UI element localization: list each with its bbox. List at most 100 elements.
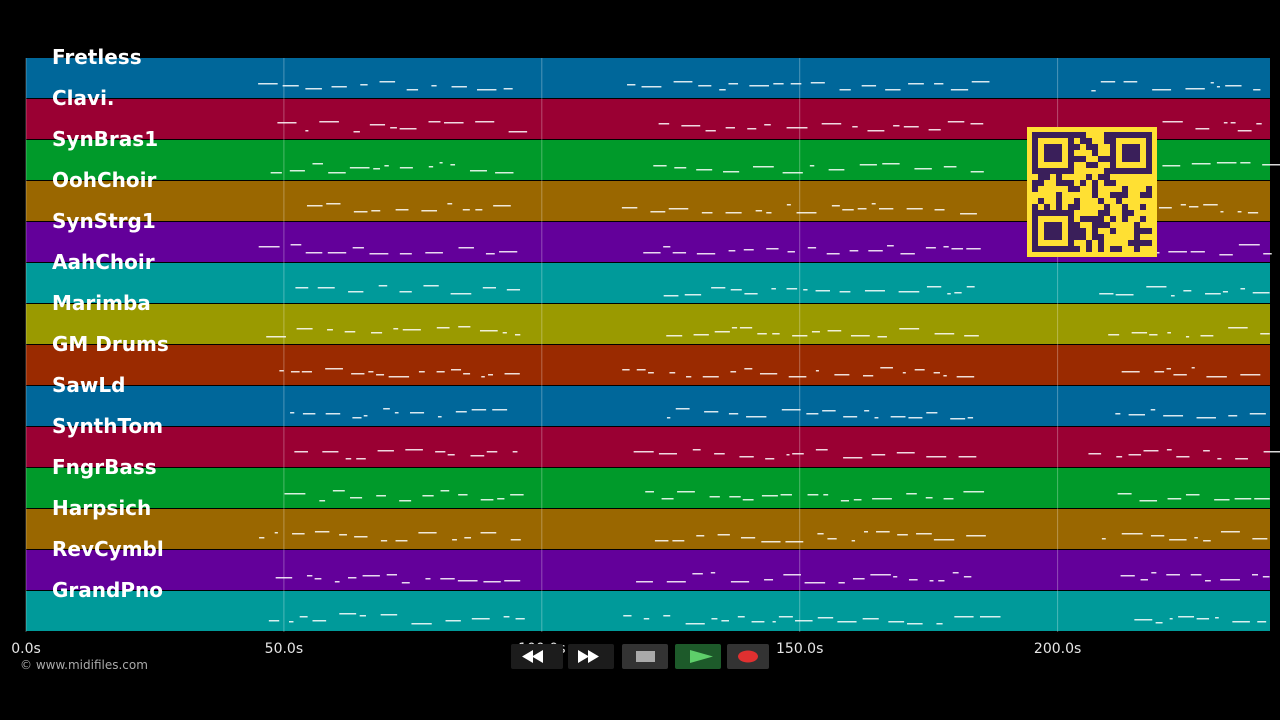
note (636, 581, 653, 583)
qr-cell (1074, 234, 1080, 240)
note (872, 498, 892, 500)
track-label: FngrBass (52, 455, 157, 479)
note (666, 581, 686, 583)
note (451, 86, 467, 88)
note (515, 618, 525, 620)
note (512, 451, 518, 453)
qr-finder (1032, 132, 1074, 174)
qr-cell (1032, 186, 1038, 192)
note (445, 620, 461, 622)
note (1176, 456, 1190, 458)
note (1128, 454, 1142, 456)
stop-button[interactable] (622, 644, 668, 669)
note (950, 418, 966, 420)
note (447, 454, 455, 456)
qr-cell (1104, 180, 1110, 186)
qr-cell (1086, 138, 1092, 144)
qr-cell (1098, 216, 1104, 222)
note (302, 413, 316, 415)
note (457, 580, 478, 582)
qr-cell (1092, 228, 1098, 234)
note (503, 616, 510, 618)
note (371, 332, 383, 334)
note (723, 171, 740, 173)
track-lane (26, 468, 1270, 508)
note (399, 253, 412, 255)
note (874, 417, 879, 419)
note (504, 373, 520, 375)
qr-cell (1122, 192, 1128, 198)
note (926, 286, 942, 288)
note (458, 247, 474, 249)
note (668, 208, 689, 210)
qr-cell (1068, 180, 1074, 186)
note (840, 500, 849, 502)
note (828, 169, 845, 171)
note (1115, 413, 1121, 415)
note (696, 535, 705, 537)
note (439, 162, 443, 164)
note (746, 416, 767, 418)
note (492, 409, 508, 411)
play-button[interactable] (675, 644, 721, 669)
note (1183, 290, 1192, 292)
note (627, 84, 636, 86)
note (1260, 333, 1270, 335)
note (730, 581, 750, 583)
note (898, 291, 920, 293)
note (1166, 368, 1172, 370)
note (1149, 334, 1158, 336)
note (290, 244, 302, 246)
note (717, 534, 730, 536)
note (871, 203, 876, 205)
note (306, 205, 323, 207)
note (711, 287, 726, 289)
qr-cell (1092, 162, 1098, 168)
note (839, 89, 851, 91)
note (843, 457, 863, 459)
note (402, 329, 421, 331)
note (934, 209, 945, 211)
qr-finder-core (1044, 144, 1062, 162)
note (1190, 251, 1205, 253)
note (857, 208, 867, 210)
tick-label: 200.0s (1034, 641, 1081, 657)
note (1223, 122, 1228, 124)
note (422, 495, 434, 497)
note (504, 580, 521, 582)
note (379, 81, 396, 83)
forward-button[interactable] (568, 644, 614, 669)
note (692, 573, 703, 575)
note (319, 121, 339, 123)
note (425, 252, 443, 254)
note (1196, 618, 1210, 620)
rewind-button[interactable] (511, 644, 563, 669)
record-button[interactable] (727, 644, 769, 669)
note (914, 369, 925, 371)
note (954, 292, 962, 294)
note (730, 289, 742, 291)
note (1146, 286, 1167, 288)
note (369, 253, 389, 255)
note (926, 456, 947, 458)
note (326, 203, 341, 205)
note (259, 537, 265, 539)
note (943, 375, 947, 377)
note (1185, 336, 1190, 338)
note (305, 252, 323, 254)
note (380, 614, 398, 616)
note (1115, 294, 1134, 296)
stop-icon (636, 651, 655, 662)
note (380, 540, 388, 542)
note (672, 540, 685, 542)
note (362, 575, 380, 577)
note (314, 531, 330, 533)
note (947, 121, 965, 123)
note (428, 121, 441, 123)
qr-cell (1128, 240, 1134, 246)
qr-cell (1098, 246, 1104, 252)
note (842, 209, 854, 211)
note (807, 247, 817, 249)
note (1252, 292, 1270, 294)
